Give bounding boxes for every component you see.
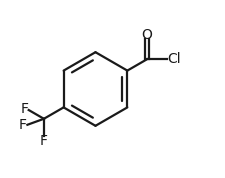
Text: O: O bbox=[141, 28, 152, 42]
Text: F: F bbox=[19, 118, 27, 132]
Text: F: F bbox=[40, 134, 48, 148]
Text: F: F bbox=[21, 102, 29, 116]
Text: Cl: Cl bbox=[166, 52, 180, 66]
